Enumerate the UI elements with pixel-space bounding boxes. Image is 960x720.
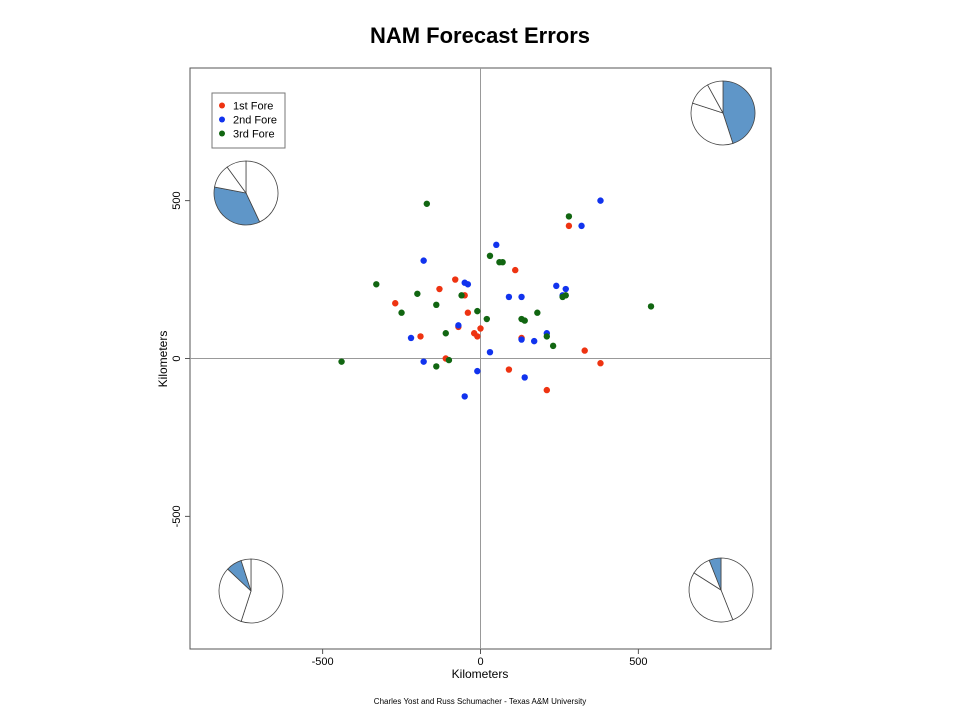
point-series-2 <box>518 293 525 301</box>
pie-slice <box>226 160 247 195</box>
pie-slice <box>245 160 279 223</box>
credit-line: Charles Yost and Russ Schumacher - Texas… <box>374 697 586 706</box>
point-series-2 <box>518 336 525 343</box>
point-series-1 <box>417 333 424 340</box>
point-series-3 <box>499 258 506 266</box>
point-series-1 <box>512 266 519 274</box>
point-series-2 <box>505 293 513 301</box>
inset-pies <box>213 80 756 624</box>
x-tick-label: 500 <box>629 656 647 668</box>
point-series-2 <box>407 334 415 342</box>
point-series-3 <box>534 309 541 316</box>
point-series-2 <box>461 393 468 400</box>
pie-slice <box>218 568 252 622</box>
pie-bottom-left <box>218 558 284 624</box>
axis-ticks: -500 0 500 -500 0 500 <box>171 191 648 668</box>
reference-lines <box>190 68 771 649</box>
point-series-3 <box>474 307 481 315</box>
y-tick-label: 0 <box>171 355 183 361</box>
legend-marker <box>219 130 225 137</box>
legend-marker <box>219 102 225 109</box>
point-series-2 <box>562 285 569 293</box>
point-series-1 <box>452 276 459 283</box>
pie-slice <box>688 572 734 623</box>
point-series-3 <box>565 213 573 220</box>
point-series-1 <box>474 333 481 340</box>
point-series-2 <box>521 374 528 381</box>
point-series-2 <box>420 358 427 365</box>
point-series-2 <box>455 322 462 329</box>
point-series-3 <box>543 333 551 340</box>
pie-slice <box>213 186 261 226</box>
point-series-2 <box>464 281 472 288</box>
point-series-2 <box>420 257 427 264</box>
y-tick-label: -500 <box>171 505 183 527</box>
point-series-1 <box>581 347 588 354</box>
x-axis-label: Kilometers <box>452 667 509 681</box>
pie-slice <box>707 80 724 114</box>
point-series-3 <box>338 358 345 365</box>
point-series-2 <box>530 337 538 345</box>
x-tick-label: -500 <box>312 656 334 668</box>
point-series-3 <box>414 290 421 297</box>
point-series-2 <box>486 348 494 356</box>
y-tick-label: 500 <box>171 191 183 209</box>
pie-top-right <box>690 80 756 146</box>
legend-marker <box>219 116 225 123</box>
chart-title: NAM Forecast Errors <box>370 23 590 48</box>
point-series-2 <box>553 282 560 290</box>
pie-slice <box>708 557 722 591</box>
legend-label: 2nd Fore <box>233 115 277 127</box>
point-series-2 <box>597 197 604 204</box>
point-series-1 <box>464 309 472 316</box>
point-series-3 <box>373 281 380 288</box>
legend-label: 3rd Fore <box>233 129 275 141</box>
legend-label: 1st Fore <box>233 101 273 113</box>
point-series-3 <box>445 356 453 364</box>
point-series-1 <box>392 300 399 307</box>
point-series-3 <box>549 342 557 350</box>
pie-slice <box>720 557 754 621</box>
y-axis-label: Kilometers <box>156 331 170 388</box>
legend: 1st Fore 2nd Fore 3rd Fore <box>211 92 286 149</box>
point-series-2 <box>493 241 500 249</box>
point-series-1 <box>543 386 551 394</box>
point-series-1 <box>597 360 604 367</box>
pie-slice <box>722 80 756 144</box>
point-series-3 <box>433 363 440 370</box>
point-series-3 <box>559 293 566 301</box>
point-series-1 <box>505 366 513 373</box>
pie-slice <box>240 558 252 592</box>
point-series-1 <box>436 285 443 293</box>
point-series-3 <box>458 292 465 299</box>
point-series-3 <box>398 309 405 316</box>
point-series-2 <box>578 222 585 230</box>
pie-bottom-right <box>688 557 754 623</box>
point-series-3 <box>423 200 431 207</box>
point-series-3 <box>647 303 655 310</box>
pie-top-left <box>213 160 279 226</box>
point-series-3 <box>483 315 491 323</box>
point-series-3 <box>521 317 528 324</box>
pie-slice <box>690 102 734 146</box>
point-series-1 <box>477 325 484 332</box>
point-series-3 <box>433 301 440 309</box>
x-tick-label: 0 <box>477 656 483 668</box>
pie-slice <box>240 558 284 624</box>
data-points <box>338 197 655 400</box>
point-series-1 <box>565 222 573 230</box>
point-series-3 <box>486 252 494 260</box>
point-series-2 <box>474 367 481 375</box>
point-series-3 <box>442 330 449 337</box>
